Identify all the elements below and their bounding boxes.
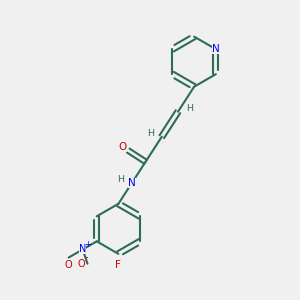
Text: H: H bbox=[186, 104, 193, 113]
Text: F: F bbox=[116, 260, 121, 270]
Text: N: N bbox=[128, 178, 136, 188]
Text: N: N bbox=[212, 44, 220, 54]
Text: +: + bbox=[85, 240, 92, 249]
Text: -: - bbox=[84, 252, 88, 262]
Text: H: H bbox=[117, 175, 124, 184]
Text: H: H bbox=[147, 129, 154, 138]
Text: O: O bbox=[65, 260, 73, 270]
Text: O: O bbox=[77, 259, 85, 269]
Text: O: O bbox=[119, 142, 127, 152]
Text: N: N bbox=[79, 244, 86, 254]
